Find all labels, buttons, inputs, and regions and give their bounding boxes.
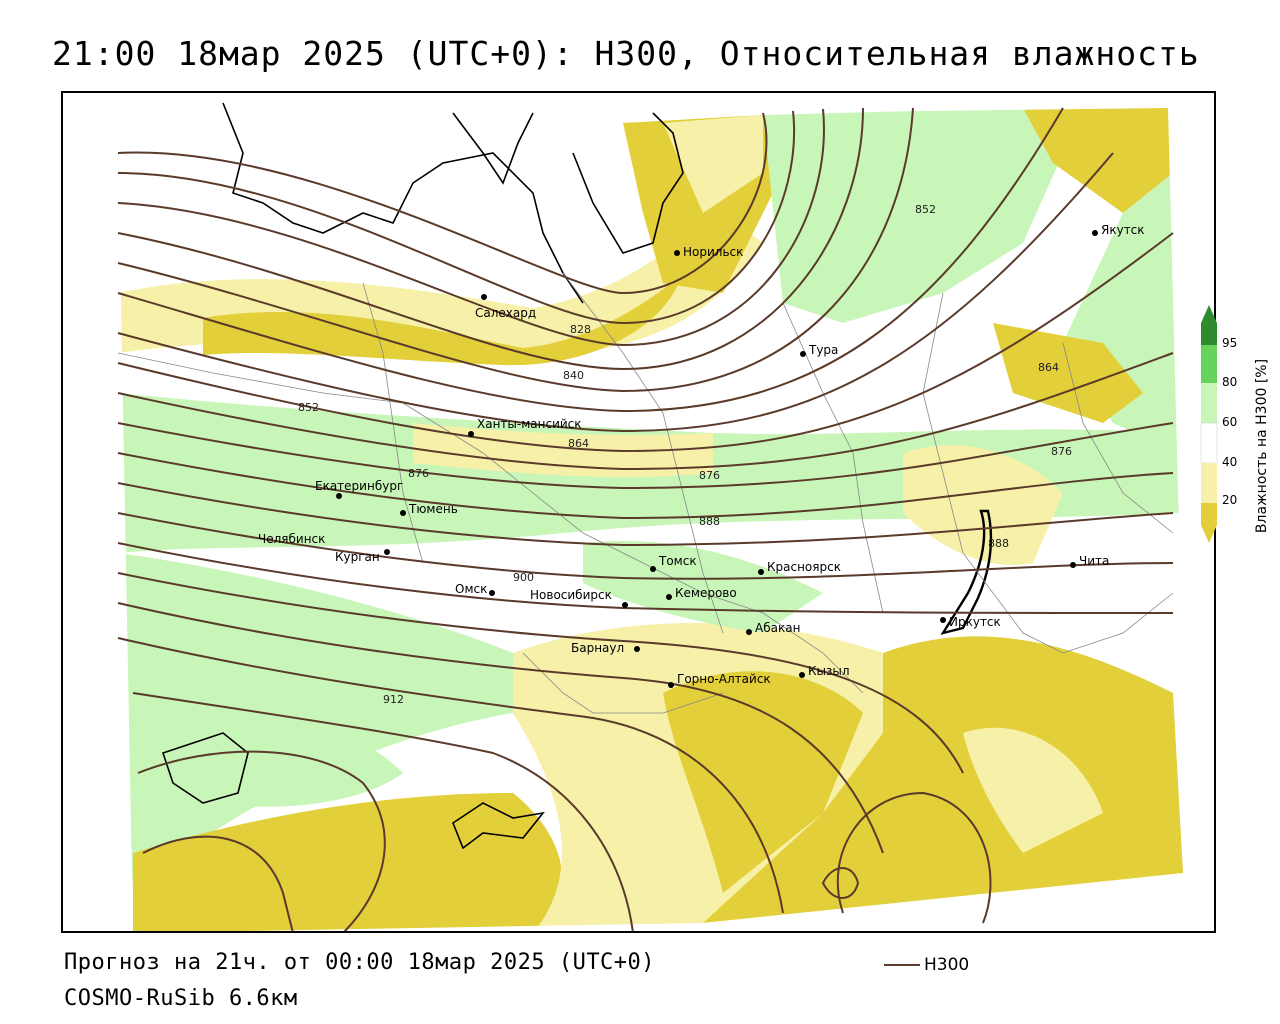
colorbar-segment: [1201, 323, 1217, 345]
contour-label: 876: [1051, 445, 1072, 458]
city-dot: [634, 646, 640, 652]
contour-legend: H300: [884, 955, 969, 975]
city-label: Томск: [658, 554, 697, 568]
city-label: Салехард: [475, 306, 536, 320]
city-label: Тура: [808, 343, 838, 357]
city-label: Курган: [335, 550, 380, 564]
contour-label: 852: [915, 203, 936, 216]
h300-contours: [117, 107, 1174, 931]
city-dot: [650, 566, 656, 572]
contour-label: 912: [383, 693, 404, 706]
city-dot: [666, 594, 672, 600]
forecast-info: Прогноз на 21ч. от 00:00 18мар 2025 (UTC…: [64, 950, 656, 975]
city-dot: [400, 510, 406, 516]
city-label: Якутск: [1101, 223, 1145, 237]
contour-label: 852: [298, 401, 319, 414]
city-label: Челябинск: [258, 532, 325, 546]
admin-borders: [117, 272, 1174, 714]
city-label: Барнаул: [571, 641, 624, 655]
city-dot: [384, 549, 390, 555]
colorbar-segment: [1201, 503, 1217, 525]
map-canvas: 852 828 840 852 864 876 876 888 900 912 …: [63, 93, 1214, 931]
contour-label: 876: [699, 469, 720, 482]
coastlines: [161, 102, 993, 850]
city-dot: [758, 569, 764, 575]
city-dot: [799, 672, 805, 678]
colorbar-tick: 20: [1222, 493, 1238, 507]
city-label: Екатеринбург: [315, 479, 403, 493]
city-label: Иркутск: [949, 615, 1001, 629]
contour-label: 888: [699, 515, 720, 528]
city-dot: [800, 351, 806, 357]
city-markers: Норильск Якутск Салехард Тура Ханты-манс…: [258, 223, 1145, 688]
contour-label: 864: [568, 437, 589, 450]
city-label: Кызыл: [808, 664, 850, 678]
contour-label: 900: [513, 571, 534, 584]
city-label: Кемерово: [675, 586, 737, 600]
legend-label: H300: [924, 955, 970, 975]
contour-label: 888: [988, 537, 1009, 550]
contour-label: 828: [570, 323, 591, 336]
colorbar-tick: 40: [1222, 455, 1238, 469]
colorbar-segment: [1201, 345, 1217, 383]
city-dot: [622, 602, 628, 608]
city-label: Ханты-мансийск: [477, 417, 582, 431]
colorbar-segment: [1200, 422, 1218, 464]
city-dot: [940, 617, 946, 623]
city-dot: [1092, 230, 1098, 236]
city-dot: [468, 431, 474, 437]
city-label: Горно-Алтайск: [677, 672, 771, 686]
contour-label: 876: [408, 467, 429, 480]
city-label: Тюмень: [408, 502, 458, 516]
colorbar-segment: [1201, 383, 1217, 423]
city-dot: [674, 250, 680, 256]
contour-labels: 852 828 840 852 864 876 876 888 900 912 …: [298, 203, 1072, 706]
city-dot: [746, 629, 752, 635]
colorbar-segment: [1201, 463, 1217, 503]
legend-line-swatch: [884, 964, 920, 966]
city-label: Чита: [1079, 554, 1109, 568]
colorbar-tick: 95: [1222, 336, 1238, 350]
model-info: COSMO-RuSib 6.6км: [64, 986, 298, 1011]
map-title: 21:00 18мар 2025 (UTC+0): H300, Относите…: [52, 34, 1200, 73]
city-dot: [1070, 562, 1076, 568]
colorbar-title: Влажность на H300 [%]: [1254, 358, 1270, 534]
contour-label: 864: [1038, 361, 1059, 374]
city-dot: [668, 682, 674, 688]
weather-map: 852 828 840 852 864 876 876 888 900 912 …: [61, 91, 1216, 933]
colorbar-bottom-arrow: [1201, 525, 1217, 543]
city-label: Новосибирск: [530, 588, 612, 602]
colorbar-tick: 60: [1222, 415, 1238, 429]
contour-label: 840: [563, 369, 584, 382]
colorbar-top-arrow: [1201, 305, 1217, 323]
humidity-colorbar: [1200, 305, 1218, 543]
city-dot: [481, 294, 487, 300]
city-label: Красноярск: [767, 560, 841, 574]
city-label: Норильск: [683, 245, 743, 259]
city-label: Омск: [455, 582, 487, 596]
city-dot: [336, 493, 342, 499]
city-dot: [489, 590, 495, 596]
city-label: Абакан: [755, 621, 800, 635]
colorbar-tick: 80: [1222, 375, 1238, 389]
